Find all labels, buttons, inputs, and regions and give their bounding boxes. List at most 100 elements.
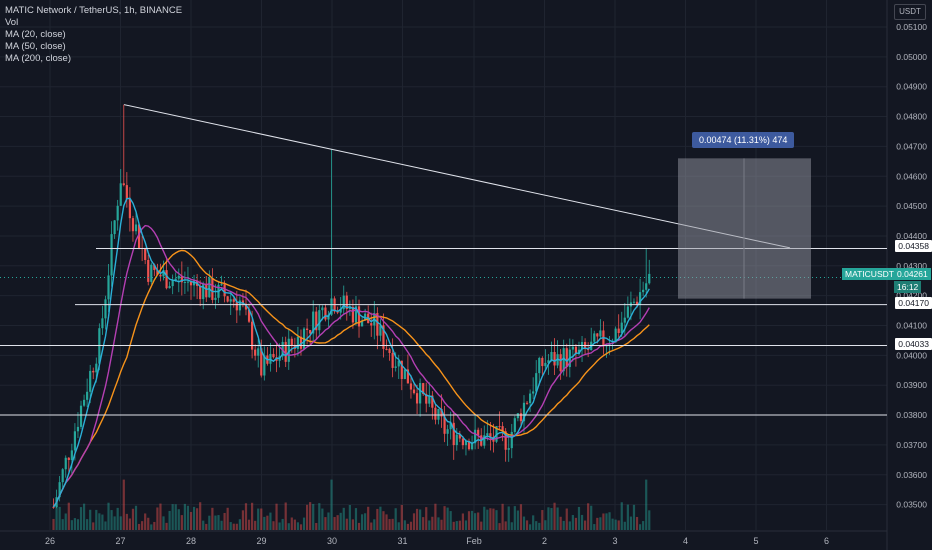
volume-bar <box>315 522 318 530</box>
candle-body <box>223 284 226 297</box>
volume-bar <box>153 521 156 530</box>
candle-body <box>489 433 492 437</box>
price-tick-label: 0.04800 <box>896 112 927 122</box>
volume-bar <box>86 519 89 530</box>
volume-bar <box>241 510 245 530</box>
volume-bar <box>348 505 351 530</box>
candle-body <box>168 286 171 289</box>
volume-bar <box>58 506 61 530</box>
volume-bar <box>223 512 226 530</box>
time-tick-label: 5 <box>753 536 758 546</box>
volume-bar <box>477 512 480 530</box>
candle-body <box>638 292 642 305</box>
volume-bar <box>104 521 107 530</box>
volume-bar <box>632 504 636 530</box>
candle-body <box>107 275 110 300</box>
volume-bar <box>492 508 495 530</box>
volume-bar <box>309 502 312 530</box>
volume-bar <box>351 519 355 530</box>
volume-bar <box>357 522 361 530</box>
candle-body <box>477 429 480 436</box>
volume-bar <box>614 519 617 530</box>
candle-body <box>596 333 599 337</box>
price-tick-label: 0.03600 <box>896 470 927 480</box>
volume-bar <box>238 519 241 530</box>
volume-bar <box>159 503 162 530</box>
price-tick-label: 0.04000 <box>896 350 927 360</box>
time-tick-label: 6 <box>824 536 829 546</box>
volume-bar <box>293 519 296 530</box>
volume-bar <box>431 516 434 530</box>
candle-body <box>122 183 125 186</box>
candle-body <box>614 328 617 343</box>
candle-body <box>263 355 266 376</box>
candle-body <box>73 431 77 451</box>
candle-body <box>593 333 596 342</box>
candle-body <box>312 311 315 334</box>
volume-bar <box>513 506 516 530</box>
volume-bar <box>626 504 629 530</box>
volume-bar <box>620 502 623 530</box>
volume-bar <box>504 521 507 530</box>
time-tick-label: 28 <box>186 536 196 546</box>
candle-body <box>116 205 119 221</box>
candle-body <box>202 283 205 300</box>
candle-body <box>464 440 468 446</box>
countdown-tag: 16:12 <box>894 281 922 293</box>
volume-bar <box>550 508 553 530</box>
volume-bar <box>122 479 125 530</box>
candle-body <box>409 383 413 390</box>
volume-bar <box>419 509 422 530</box>
volume-bar <box>251 502 254 530</box>
volume-bar <box>642 521 645 530</box>
candle-body <box>406 369 410 384</box>
volume-bar <box>232 523 235 530</box>
volume-bar <box>608 512 611 530</box>
candle-body <box>516 413 519 419</box>
volume-bar <box>617 520 620 530</box>
currency-unit-button[interactable]: USDT <box>894 4 926 20</box>
volume-bar <box>125 513 128 530</box>
price-tick-label: 0.04600 <box>896 171 927 181</box>
volume-bar <box>302 517 306 530</box>
legend-vol: Vol <box>5 17 19 28</box>
candle-body <box>391 352 394 368</box>
time-tick-label: 2 <box>542 536 547 546</box>
candle-body <box>128 198 131 219</box>
candle-body <box>287 338 290 362</box>
volume-bar <box>354 508 358 530</box>
volume-bar <box>587 503 590 530</box>
volume-bar <box>141 521 144 530</box>
volume-bar <box>312 503 315 530</box>
volume-bar <box>565 508 568 530</box>
candle-body <box>177 275 180 279</box>
candle-body <box>95 363 98 373</box>
volume-bar <box>583 520 587 530</box>
candle-body <box>67 457 70 460</box>
volume-bar <box>137 523 141 530</box>
candle-body <box>620 322 623 334</box>
candle-body <box>415 393 419 404</box>
volume-bar <box>580 514 584 530</box>
volume-bar <box>101 514 104 530</box>
volume-bar <box>269 512 272 530</box>
volume-bar <box>590 505 593 530</box>
candle-body <box>483 435 486 446</box>
candle-body <box>559 354 562 372</box>
volume-bar <box>452 521 455 530</box>
chart-legend: MATIC Network / TetherUS, 1h, BINANCE Vo… <box>5 5 182 65</box>
price-tick-label: 0.04900 <box>896 82 927 92</box>
candle-body <box>486 433 489 436</box>
volume-bar <box>571 515 574 530</box>
volume-bar <box>367 506 370 530</box>
candle-body <box>626 306 629 318</box>
candle-body <box>571 346 574 350</box>
volume-bar <box>162 516 165 530</box>
volume-bar <box>388 519 391 530</box>
candle-body <box>309 329 312 334</box>
candle-body <box>144 248 147 260</box>
volume-bar <box>605 513 608 530</box>
volume-bar <box>290 517 293 530</box>
volume-bar <box>82 503 86 530</box>
